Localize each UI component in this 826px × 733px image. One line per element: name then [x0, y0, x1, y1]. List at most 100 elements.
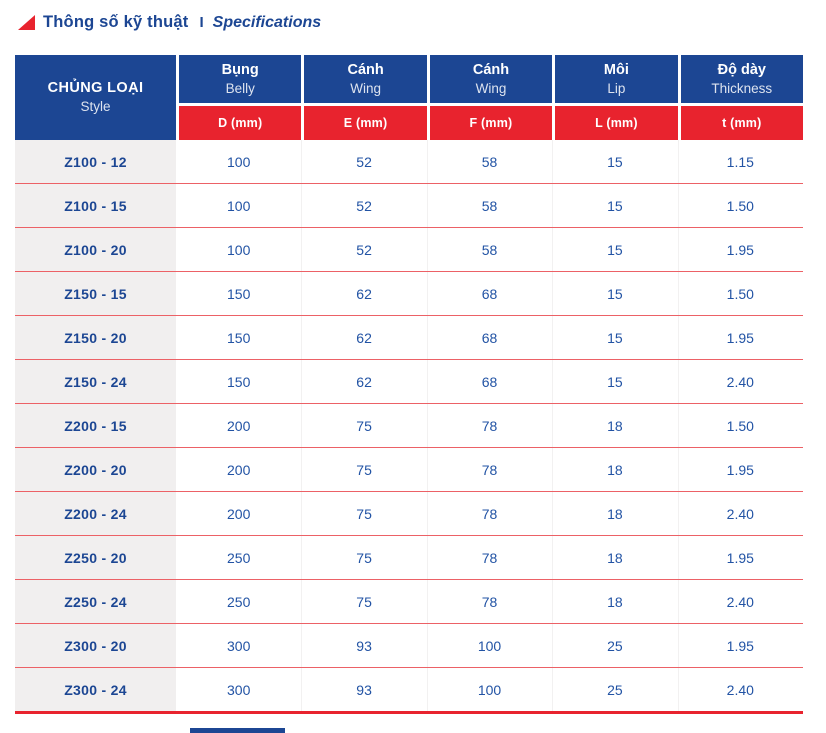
value-cell: 62	[301, 272, 426, 315]
value-cell: 2.40	[678, 668, 803, 711]
value-cell: 93	[301, 668, 426, 711]
value-cell: 200	[227, 417, 251, 434]
table-row: Z200 - 20 200 75 78 18 1.95	[15, 448, 803, 492]
value-cell: 150	[227, 373, 251, 390]
section-title: Thông số kỹ thuật I Specifications	[18, 13, 321, 32]
row-style-label: Z200 - 24	[15, 492, 176, 535]
value-cell: 58	[427, 140, 552, 183]
value-cell: 78	[427, 448, 552, 491]
header-label-vi: Cánh	[472, 61, 510, 78]
title-english: Specifications	[212, 13, 322, 31]
header-cell-style: CHỦNG LOẠI Style	[15, 55, 176, 140]
value-cell: 25	[552, 668, 677, 711]
header-cell-3: Cánh Wing	[426, 55, 553, 106]
header-label-vi: Bụng	[221, 61, 259, 78]
row-style-label: Z250 - 24	[15, 580, 176, 623]
value-cell: 25	[552, 624, 677, 667]
value-cell: 75	[301, 404, 426, 447]
header-label-vi: Độ dày	[717, 61, 766, 78]
header-label-en: Wing	[475, 80, 507, 96]
table-row: Z150 - 20 150 62 68 15 1.95	[15, 316, 803, 360]
value-cell: 100	[227, 153, 251, 170]
value-cell: 75	[301, 536, 426, 579]
value-cell: 18	[552, 492, 677, 535]
value-cell: 15	[552, 316, 677, 359]
row-style-label: Z100 - 20	[15, 228, 176, 271]
value-cell: 300	[227, 681, 251, 698]
value-cell: 75	[301, 492, 426, 535]
value-cell: 18	[552, 404, 677, 447]
value-cell: 75	[301, 448, 426, 491]
value-cell: 1.95	[678, 624, 803, 667]
value-cell: 200	[227, 505, 251, 522]
table-row: Z200 - 15 200 75 78 18 1.50	[15, 404, 803, 448]
value-cell: 15	[552, 360, 677, 403]
value-cell: 15	[552, 140, 677, 183]
row-style-label: Z300 - 20	[15, 624, 176, 667]
value-cell: 1.50	[678, 184, 803, 227]
row-style-label: Z150 - 15	[15, 272, 176, 315]
value-cell: 18	[552, 580, 677, 623]
header-grid: CHỦNG LOẠI Style Bụng Belly Cánh Wing Cánh Wi…	[15, 55, 803, 140]
value-cell: 2.40	[678, 492, 803, 535]
row-style-label: Z200 - 15	[15, 404, 176, 447]
value-cell: 15	[552, 272, 677, 315]
value-cell: 1.95	[678, 316, 803, 359]
table-row: Z150 - 15 150 62 68 15 1.50	[15, 272, 803, 316]
header-cell-1: Bụng Belly	[176, 55, 302, 106]
value-cell: 150	[227, 285, 251, 302]
header-cell-5: Độ dày Thickness	[677, 55, 803, 106]
header-label-vi: Cánh	[347, 61, 384, 78]
title-vietnamese: Thông số kỹ thuật	[43, 13, 189, 31]
value-cell: 200	[227, 461, 251, 478]
table-row: Z300 - 20 300 93 100 25 1.95	[15, 624, 803, 668]
row-style-label: Z200 - 20	[15, 448, 176, 491]
table-row: Z250 - 24 250 75 78 18 2.40	[15, 580, 803, 624]
value-cell: 1.15	[678, 140, 803, 183]
title-separator: I	[199, 14, 204, 31]
header-cell-4: Môi Lip	[552, 55, 678, 106]
row-style-label: Z150 - 20	[15, 316, 176, 359]
value-cell: 78	[427, 536, 552, 579]
value-cell: 1.95	[678, 448, 803, 491]
value-cell: 93	[301, 624, 426, 667]
header-label-en: Thickness	[711, 80, 773, 96]
value-cell: 2.40	[678, 580, 803, 623]
header-cell-2: Cánh Wing	[301, 55, 427, 106]
spec-table: CHỦNG LOẠI Style Bụng Belly Cánh Wing Cánh Wi…	[15, 55, 803, 714]
unit-cell-5: t (mm)	[677, 106, 803, 140]
row-style-label: Z100 - 12	[15, 140, 176, 183]
value-cell: 250	[227, 593, 251, 610]
unit-cell-2: E (mm)	[301, 106, 427, 140]
value-cell: 18	[552, 536, 677, 579]
value-cell: 62	[301, 316, 426, 359]
value-cell: 78	[427, 404, 552, 447]
value-cell: 250	[227, 549, 251, 566]
value-cell: 100	[427, 624, 552, 667]
value-cell: 18	[552, 448, 677, 491]
value-cell: 1.95	[678, 536, 803, 579]
table-body: Z100 - 12 100 52 58 15 1.15 Z100 - 15 100 52 58 15…	[15, 140, 803, 714]
value-cell: 62	[301, 360, 426, 403]
value-cell: 68	[427, 272, 552, 315]
value-cell: 52	[301, 228, 426, 271]
value-cell: 78	[427, 492, 552, 535]
value-cell: 68	[427, 360, 552, 403]
value-cell: 1.50	[678, 272, 803, 315]
value-cell: 150	[227, 329, 251, 346]
unit-cell-4: L (mm)	[552, 106, 678, 140]
style-header-en: Style	[80, 99, 111, 115]
table-row: Z150 - 24 150 62 68 15 2.40	[15, 360, 803, 404]
header-label-vi: Môi	[603, 61, 629, 78]
red-triangle-icon	[18, 15, 35, 30]
value-cell: 100	[227, 241, 251, 258]
unit-cell-3: F (mm)	[426, 106, 553, 140]
value-cell: 300	[227, 637, 251, 654]
table-row: Z300 - 24 300 93 100 25 2.40	[15, 668, 803, 714]
value-cell: 15	[552, 184, 677, 227]
value-cell: 1.50	[678, 404, 803, 447]
table-row: Z100 - 20 100 52 58 15 1.95	[15, 228, 803, 272]
row-style-label: Z100 - 15	[15, 184, 176, 227]
value-cell: 52	[301, 184, 426, 227]
value-cell: 58	[427, 228, 552, 271]
